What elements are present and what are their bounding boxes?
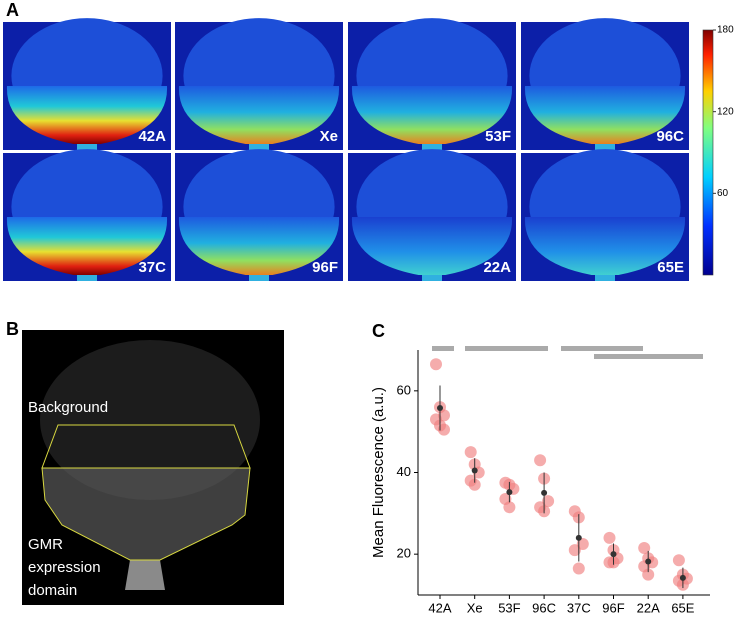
data-point bbox=[568, 544, 581, 557]
expression-domain bbox=[178, 86, 340, 144]
y-tick-label: 60 bbox=[397, 382, 411, 397]
data-point bbox=[438, 423, 450, 436]
group-bar bbox=[561, 346, 643, 351]
stalk bbox=[595, 275, 615, 281]
roi-label-line: domain bbox=[28, 582, 77, 599]
expression-domain bbox=[6, 86, 168, 144]
roi-label-line: GMR bbox=[28, 536, 63, 553]
data-point bbox=[464, 446, 477, 459]
image-label: 42A bbox=[138, 128, 166, 145]
roi-label: Background bbox=[28, 399, 108, 416]
expression-domain bbox=[524, 86, 686, 144]
panel-label: C bbox=[372, 321, 385, 341]
mean-point bbox=[506, 489, 513, 496]
stalk bbox=[125, 560, 165, 590]
data-point bbox=[638, 542, 651, 555]
x-tick-label: Xe bbox=[467, 600, 483, 615]
group-bar bbox=[594, 354, 703, 359]
x-tick-label: 65E bbox=[671, 600, 694, 615]
stalk bbox=[249, 144, 269, 150]
stalk bbox=[77, 144, 97, 150]
group-bar bbox=[465, 346, 548, 351]
x-tick-label: 53F bbox=[498, 600, 520, 615]
roi-label: GMR expression domain bbox=[28, 536, 101, 599]
y-tick-label: 20 bbox=[397, 546, 411, 561]
image-label: 96F bbox=[312, 259, 338, 276]
expression-domain bbox=[6, 217, 168, 275]
expression-domain bbox=[351, 217, 513, 275]
x-tick-label: 37C bbox=[567, 600, 591, 615]
stalk bbox=[422, 144, 442, 150]
stalk bbox=[422, 275, 442, 281]
roi-label-line: expression bbox=[28, 559, 101, 576]
image-label: 37C bbox=[138, 259, 166, 276]
colorbar-tick-label: 120 bbox=[717, 106, 734, 117]
data-point bbox=[672, 554, 685, 567]
stalk bbox=[595, 144, 615, 150]
image-label: 53F bbox=[485, 128, 511, 145]
image-label: 96C bbox=[656, 128, 684, 145]
y-axis-label: Mean Fluorescence (a.u.) bbox=[370, 387, 387, 558]
image-label: 65E bbox=[657, 259, 684, 276]
group-bar bbox=[432, 346, 454, 351]
image-grid: 42A Xe 53F 96C 37C 96F 22A 65E bbox=[3, 18, 689, 281]
strip-plot: 20 40 60 Mean Fluorescence (a.u.) 42A Xe 53F 96… bbox=[370, 350, 710, 615]
expression-domain bbox=[351, 86, 513, 144]
gmr-roi bbox=[41, 467, 251, 561]
image-label: Xe bbox=[320, 128, 338, 145]
mean-point bbox=[471, 467, 478, 474]
expression-domain bbox=[178, 217, 340, 275]
x-tick-label: 22A bbox=[637, 600, 660, 615]
panel-label: A bbox=[6, 0, 19, 20]
colorbar-tick-label: 180 bbox=[717, 25, 734, 36]
data-point bbox=[603, 531, 616, 544]
colorbar bbox=[702, 29, 714, 276]
eye-tissue bbox=[40, 340, 260, 500]
mean-point bbox=[610, 551, 617, 558]
gmr-tissue bbox=[42, 468, 250, 560]
data-point bbox=[642, 568, 655, 581]
mean-point bbox=[541, 489, 548, 496]
data-point bbox=[430, 358, 442, 371]
expression-domain bbox=[524, 217, 686, 275]
mean-point bbox=[679, 574, 686, 581]
mean-point bbox=[437, 404, 443, 411]
y-tick-label: 40 bbox=[397, 464, 411, 479]
colorbar-ticks: 60 120 180 bbox=[713, 25, 734, 199]
x-tick-label: 42A bbox=[428, 600, 451, 615]
x-tick-label: 96F bbox=[602, 600, 624, 615]
stalk bbox=[77, 275, 97, 281]
colorbar-tick-label: 60 bbox=[717, 188, 729, 199]
image-label: 22A bbox=[483, 259, 511, 276]
mean-point bbox=[575, 534, 582, 541]
data-point bbox=[572, 562, 585, 575]
x-tick-label: 96C bbox=[532, 600, 556, 615]
panel-label: B bbox=[6, 319, 19, 339]
data-point bbox=[503, 501, 516, 514]
data-point bbox=[534, 454, 547, 467]
mean-point bbox=[645, 558, 652, 565]
data-point bbox=[468, 478, 481, 491]
stalk bbox=[249, 275, 269, 281]
